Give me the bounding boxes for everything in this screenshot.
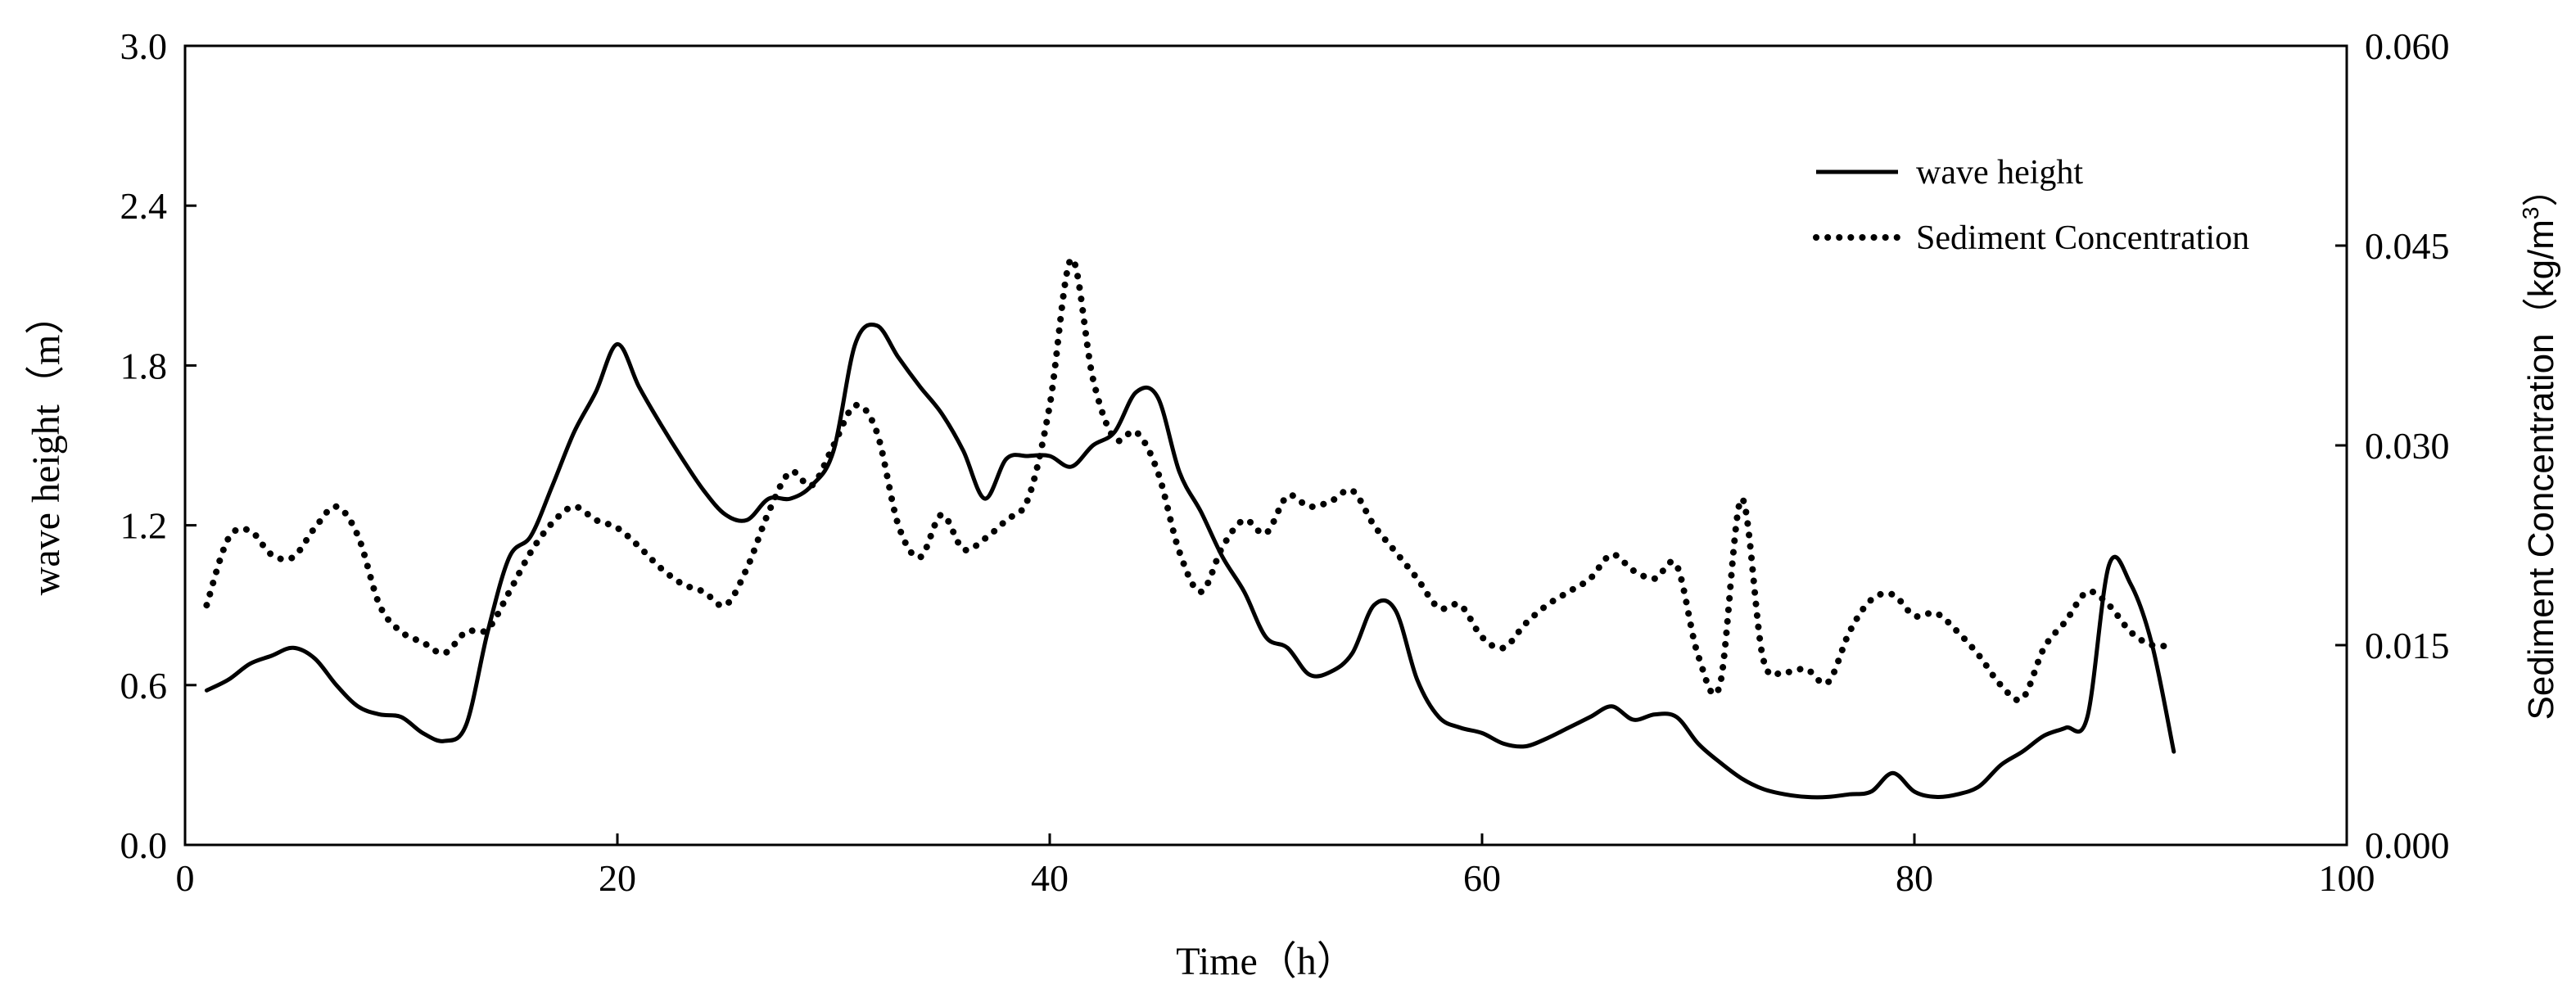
series-wave-height-line xyxy=(204,322,2176,800)
y-right-axis-title-close: ） xyxy=(2521,171,2561,207)
y-left-tick-label: 2.4 xyxy=(120,185,168,227)
y-left-axis-title: wave height（m） xyxy=(25,296,68,596)
legend: wave height Sediment Concentration xyxy=(1813,154,2249,257)
y-right-tick-label: 0.060 xyxy=(2365,25,2450,67)
x-tick-label: 80 xyxy=(1896,857,1933,899)
y-right-axis-title-superscript: 3 xyxy=(2518,207,2543,220)
y-left-tick-label: 0.6 xyxy=(120,665,168,707)
y-right-tick-label: 0.000 xyxy=(2365,824,2450,866)
y-left-axis-ticks: 0.0 0.6 1.2 1.8 2.4 3.0 xyxy=(120,25,197,866)
y-left-tick-label: 3.0 xyxy=(120,25,168,67)
x-tick-label: 60 xyxy=(1463,857,1501,899)
series-sediment-concentration-line xyxy=(203,255,2177,703)
y-right-axis-title-main: Sediment Concentration（kg/m xyxy=(2521,219,2561,720)
y-right-tick-label: 0.045 xyxy=(2365,225,2450,267)
y-left-tick-label: 1.8 xyxy=(120,345,168,386)
y-right-tick-label: 0.015 xyxy=(2365,625,2450,666)
x-tick-label: 100 xyxy=(2319,857,2375,899)
x-tick-label: 40 xyxy=(1031,857,1069,899)
y-right-tick-label: 0.030 xyxy=(2365,425,2450,467)
x-axis-ticks: 0 20 40 60 80 100 xyxy=(176,833,2375,899)
x-tick-label: 20 xyxy=(599,857,636,899)
y-right-axis-ticks: 0.000 0.015 0.030 0.045 0.060 xyxy=(2335,25,2450,866)
y-left-tick-label: 1.2 xyxy=(120,505,168,547)
x-axis-title: Time（h） xyxy=(1176,940,1356,983)
legend-label-sediment-concentration: Sediment Concentration xyxy=(1916,219,2249,257)
x-tick-label: 0 xyxy=(176,857,195,899)
legend-label-wave-height: wave height xyxy=(1916,154,2083,192)
y-right-axis-title: Sediment Concentration（kg/m3） xyxy=(2518,171,2561,720)
y-left-tick-label: 0.0 xyxy=(120,824,168,866)
